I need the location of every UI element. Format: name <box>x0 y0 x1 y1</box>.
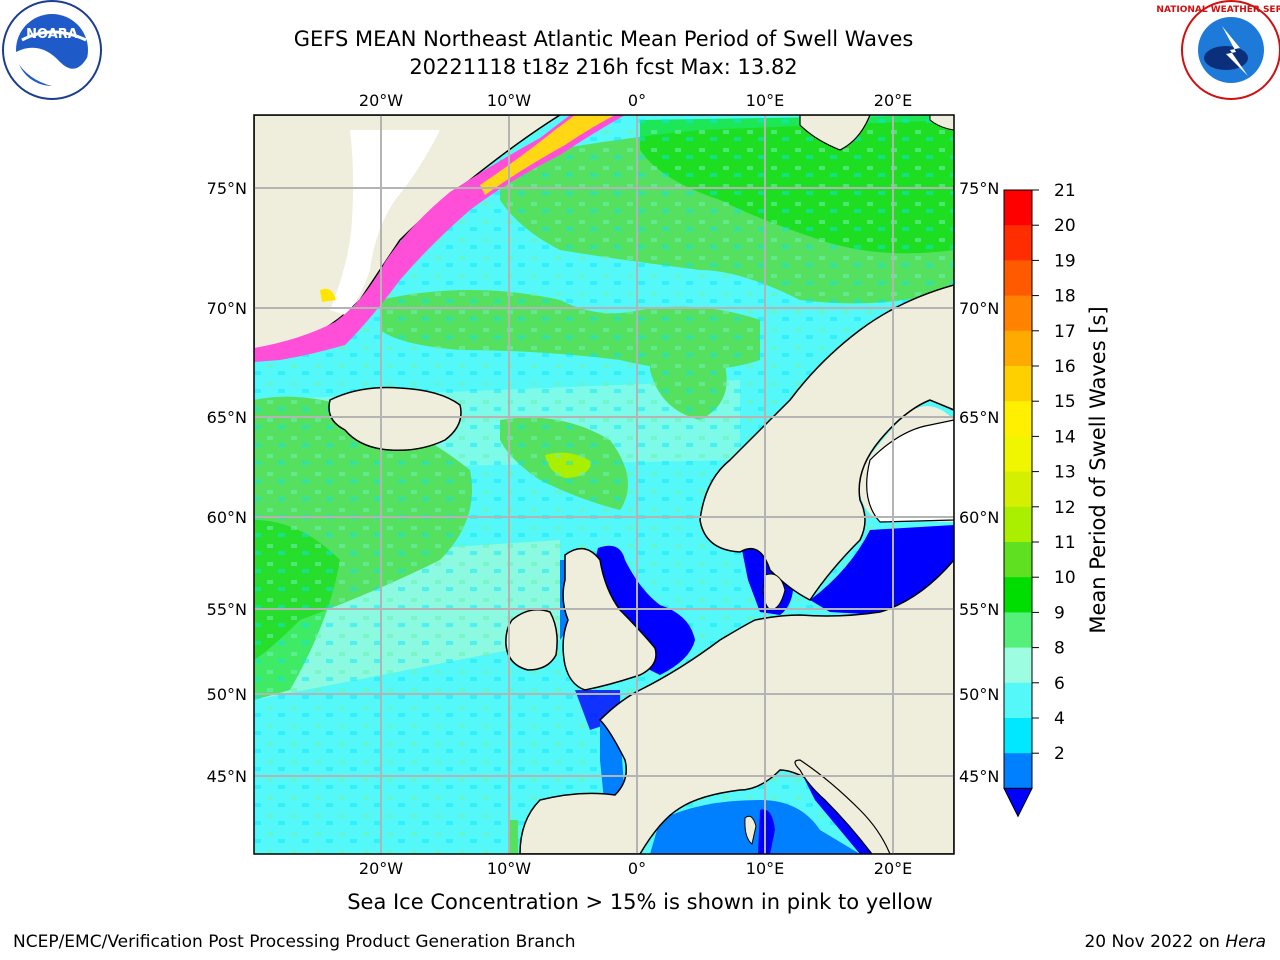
footer-credit: NCEP/EMC/Verification Post Processing Pr… <box>13 932 576 952</box>
noaa-logo-text: NOARA <box>26 27 78 42</box>
colorbar-tick-label: 15 <box>1054 392 1076 412</box>
colorbar-tick-label: 14 <box>1054 427 1076 447</box>
colorbar-under-arrow <box>1003 787 1033 818</box>
colorbar-tick-label: 6 <box>1054 674 1065 694</box>
colorbar-swatch <box>1004 577 1032 613</box>
colorbar-tick-label: 10 <box>1054 568 1076 588</box>
colorbar-swatch <box>1004 753 1032 789</box>
lat-label-right: 75°N <box>959 179 999 198</box>
lon-label-top: 10°E <box>746 91 784 110</box>
colorbar-tick-label: 13 <box>1054 463 1076 483</box>
lon-label-bottom: 20°W <box>359 859 403 878</box>
sea-ice-caption: Sea Ice Concentration > 15% is shown in … <box>347 890 933 914</box>
lon-label-top: 20°W <box>359 91 403 110</box>
colorbar-tick-label: 2 <box>1054 744 1065 764</box>
lon-label-top: 20°E <box>874 91 912 110</box>
colorbar-swatch <box>1004 612 1032 649</box>
svg-text:NATIONAL WEATHER SERVICE: NATIONAL WEATHER SERVICE <box>1156 5 1280 15</box>
colorbar-tick-label: 12 <box>1054 498 1076 518</box>
lat-label-left: 60°N <box>207 508 247 527</box>
lon-label-bottom: 20°E <box>874 859 912 878</box>
colorbar-swatch <box>1004 401 1032 437</box>
colorbar: 21 20 19 18 17 16 15 14 13 12 11 10 9 8 6 4 2 <box>1003 181 1076 818</box>
colorbar-tick-label: 16 <box>1054 357 1076 377</box>
lat-label-right: 50°N <box>959 685 999 704</box>
colorbar-tick-label: 9 <box>1054 603 1065 623</box>
lat-label-right: 65°N <box>959 408 999 427</box>
map-gridlines <box>254 115 954 854</box>
chart-subtitle: 20221118 t18z 216h fcst Max: 13.82 <box>409 55 798 79</box>
colorbar-tick-label: 11 <box>1054 533 1076 553</box>
colorbar-swatch <box>1004 718 1032 754</box>
lat-label-left: 70°N <box>207 299 247 318</box>
chart-title: GEFS MEAN Northeast Atlantic Mean Period… <box>293 27 914 51</box>
colorbar-swatch <box>1004 506 1032 543</box>
nws-logo: NATIONAL WEATHER SERVICE <box>1156 0 1280 100</box>
colorbar-swatch <box>1004 366 1032 402</box>
colorbar-swatch <box>1004 682 1032 719</box>
colorbar-frame <box>1003 189 1033 789</box>
colorbar-tick-label: 17 <box>1054 322 1076 342</box>
map-frame <box>253 114 955 855</box>
colorbar-tick-label: 20 <box>1054 216 1076 236</box>
lat-label-left: 55°N <box>207 600 247 619</box>
lat-label-left: 75°N <box>207 179 247 198</box>
colorbar-swatch <box>1004 295 1032 332</box>
footer-date: 20 Nov 2022 on Hera <box>1084 932 1266 952</box>
colorbar-swatch <box>1004 542 1032 578</box>
colorbar-tick-label: 4 <box>1054 709 1065 729</box>
colorbar-tick-label: 18 <box>1054 287 1076 307</box>
colorbar-tick-label: 8 <box>1054 639 1065 659</box>
lon-label-bottom: 10°W <box>487 859 531 878</box>
colorbar-swatch <box>1004 471 1032 508</box>
footer-date-text: 20 Nov 2022 on <box>1084 932 1220 952</box>
swell-period-field <box>254 115 954 854</box>
colorbar-swatch <box>1004 260 1032 297</box>
footer-host: Hera <box>1225 932 1266 952</box>
lon-label-top: 0° <box>628 91 646 110</box>
lon-label-bottom: 10°E <box>746 859 784 878</box>
colorbar-swatch <box>1004 190 1032 226</box>
lon-label-top: 10°W <box>487 91 531 110</box>
lat-label-left: 45°N <box>207 767 247 786</box>
colorbar-swatch <box>1004 647 1032 684</box>
noaa-logo: NOARA <box>2 0 102 100</box>
colorbar-title: Mean Period of Swell Waves [s] <box>1086 306 1110 633</box>
lat-label-right: 45°N <box>959 767 999 786</box>
colorbar-swatch <box>1004 330 1032 367</box>
lat-label-left: 65°N <box>207 408 247 427</box>
colorbar-tick-label: 19 <box>1054 251 1076 271</box>
lon-label-bottom: 0° <box>628 859 646 878</box>
colorbar-swatch <box>1004 225 1032 261</box>
colorbar-swatch <box>1004 436 1032 473</box>
colorbar-tick-label: 21 <box>1054 181 1076 201</box>
lat-label-left: 50°N <box>207 685 247 704</box>
lat-label-right: 70°N <box>959 299 999 318</box>
lat-label-right: 60°N <box>959 508 999 527</box>
lat-label-right: 55°N <box>959 600 999 619</box>
